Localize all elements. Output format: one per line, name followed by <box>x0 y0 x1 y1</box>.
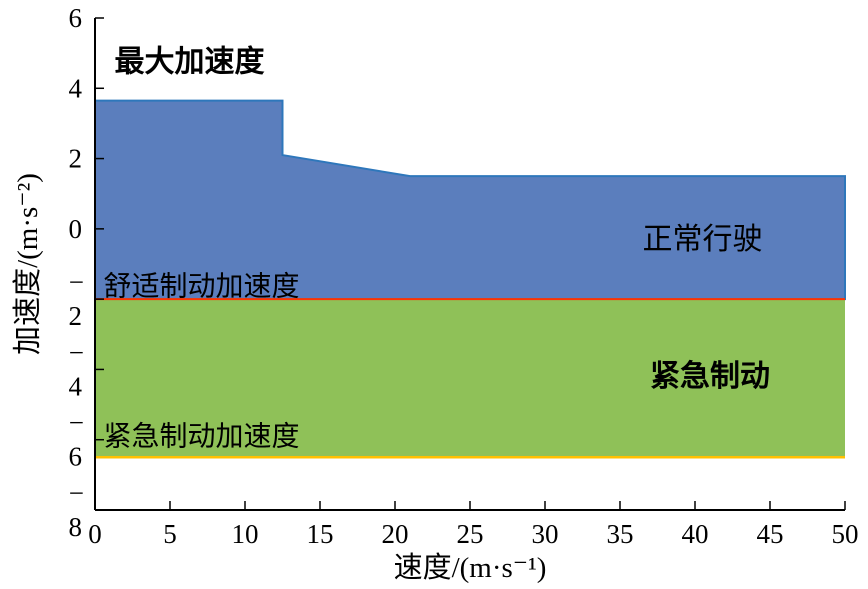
x-tick-label: 35 <box>607 519 634 549</box>
emergency-braking-region <box>95 299 845 458</box>
x-tick-label: 25 <box>457 519 484 549</box>
x-tick-label: 30 <box>532 519 559 549</box>
emergency-brake-label: 紧急制动加速度 <box>103 420 299 452</box>
y-tick-label-minus: − <box>69 408 84 438</box>
y-tick-label: 4 <box>69 73 83 103</box>
y-tick-label: 0 <box>69 214 83 244</box>
x-tick-label: 5 <box>163 519 177 549</box>
x-tick-label: 40 <box>682 519 709 549</box>
y-tick-label-minus: − <box>69 267 84 297</box>
y-tick-label: 6 <box>69 442 83 472</box>
x-tick-label: 50 <box>832 519 859 549</box>
plot-regions <box>94 99 846 459</box>
y-tick-label-minus: − <box>69 478 84 508</box>
x-tick-label: 0 <box>88 519 102 549</box>
x-tick-label: 20 <box>382 519 409 549</box>
emergency-braking-label: 紧急制动 <box>650 360 770 393</box>
comfort-brake-label: 舒适制动加速度 <box>103 270 299 302</box>
x-tick-label: 45 <box>757 519 784 549</box>
x-tick-label: 10 <box>232 519 259 549</box>
axes <box>94 17 846 511</box>
y-tick-label: 6 <box>69 3 83 33</box>
x-tick-label: 15 <box>307 519 334 549</box>
normal-driving-region <box>94 99 846 301</box>
y-axis-title: 加速度/(m·s⁻²) <box>11 173 44 355</box>
normal-driving-label: 正常行驶 <box>643 223 763 256</box>
y-tick-label: 4 <box>69 371 83 401</box>
y-tick-label: 2 <box>69 144 83 174</box>
x-axis-title: 速度/(m·s⁻¹) <box>394 551 547 584</box>
max-acceleration-label: 最大加速度 <box>115 45 265 78</box>
y-tick-label: 8 <box>69 512 83 542</box>
y-tick-label-minus: − <box>69 337 84 367</box>
y-tick-label: 2 <box>69 301 83 331</box>
